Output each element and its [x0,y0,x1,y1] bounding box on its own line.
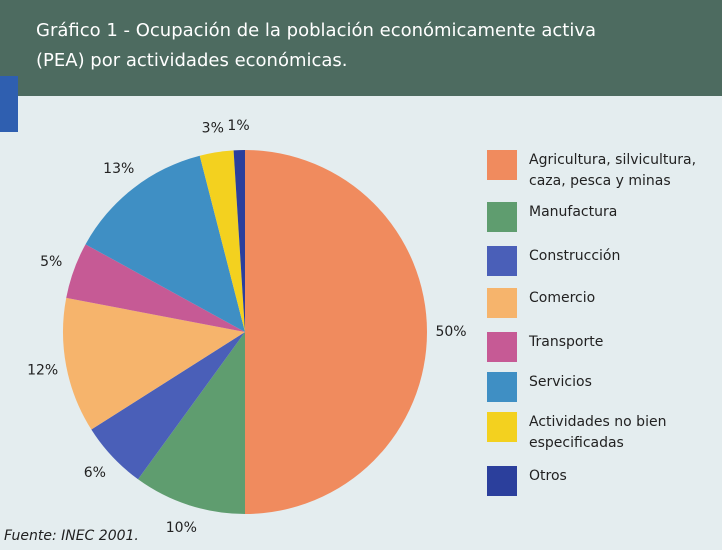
pie-slice [91,332,245,480]
slice-label: 1% [227,118,249,134]
legend-swatch [487,288,517,318]
pie-slice [62,297,246,430]
legend-label: Servicios [529,374,592,390]
legend-label: Otros [529,468,567,484]
pie-slice [85,155,246,332]
slice-label: 12% [27,363,58,379]
legend-item: Manufactura [487,202,714,232]
legend-swatch [487,466,517,496]
pie-slice [245,150,427,514]
pie-slice [233,150,245,332]
pie-slice [66,244,245,332]
legend-item: Servicios [487,372,714,402]
legend-label: Comercio [529,290,596,306]
slice-label: 3% [202,121,224,137]
legend-item: Otros [487,466,714,496]
chart-title: Gráfico 1 - Ocupación de la población ec… [36,20,597,71]
legend: Agricultura, silvicultura, caza, pesca y… [487,0,722,550]
legend-label: Agricultura, silvicultura, caza, pesca y… [529,152,697,189]
legend-swatch [487,412,517,442]
legend-label: Construcción [529,248,621,264]
legend-item: Actividades no bien especificadas [487,412,714,454]
legend-label: Manufactura [529,204,618,220]
legend-swatch [487,372,517,402]
legend-item: Construcción [487,246,714,276]
slice-label: 5% [40,254,62,270]
legend-swatch [487,332,517,362]
accent-stripe [0,76,18,132]
legend-item: Agricultura, silvicultura, caza, pesca y… [487,150,714,192]
legend-swatch [487,246,517,276]
slice-label: 10% [166,520,197,536]
slice-label: 6% [84,465,106,481]
slice-label: 50% [435,324,466,340]
pie-slice [138,332,245,514]
source-note: Fuente: INEC 2001. [4,528,139,544]
slice-label: 13% [103,161,134,177]
legend-label: Actividades no bien especificadas [529,414,667,451]
legend-item: Comercio [487,288,714,318]
legend-swatch [487,150,517,180]
header [0,0,722,96]
legend-swatch [487,202,517,232]
legend-item: Transporte [487,332,714,362]
legend-label: Transporte [529,334,604,350]
pie-slice [199,150,245,332]
